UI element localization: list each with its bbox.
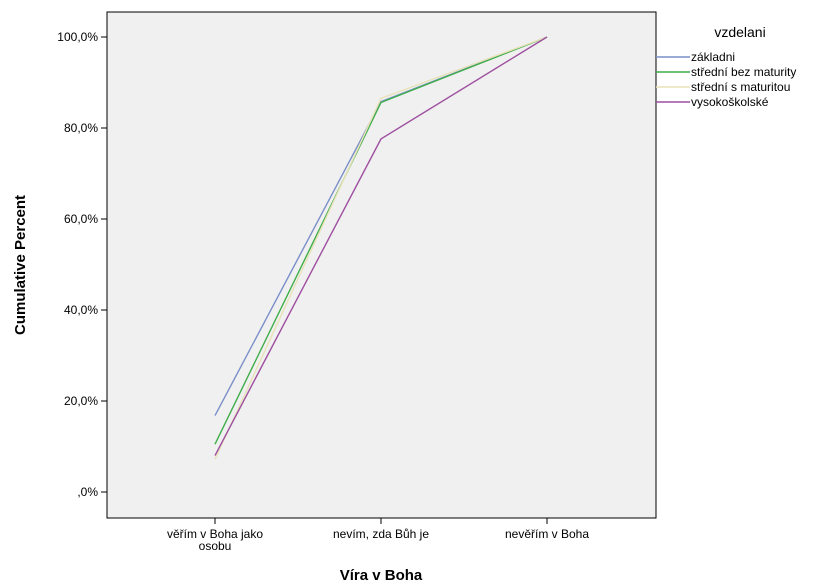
x-tick-label-line: věřím v Boha jako <box>167 527 263 541</box>
legend-label: střední s maturitou <box>691 80 790 94</box>
y-tick-label: ,0% <box>77 485 98 499</box>
x-tick-label: nevěřím v Boha <box>505 527 589 541</box>
legend-label: základni <box>691 50 735 64</box>
x-tick-label-line: nevěřím v Boha <box>505 527 589 541</box>
y-axis-title: Cumulative Percent <box>12 195 29 335</box>
series-line <box>214 36 548 460</box>
x-tick-label-line: osobu <box>199 539 232 553</box>
x-tick-label-line: nevím, zda Bůh je <box>333 527 429 541</box>
x-axis-title: Víra v Boha <box>340 567 423 584</box>
y-tick-label: 80,0% <box>64 121 98 135</box>
legend-title: vzdelani <box>714 24 765 40</box>
x-axis: věřím v Boha jako osobu nevím, zda Bůh je n… <box>167 518 589 553</box>
x-tick-label: nevím, zda Bůh je <box>333 527 429 541</box>
legend-label: střední bez maturity <box>691 65 796 79</box>
series-line <box>214 36 548 456</box>
y-tick-label: 20,0% <box>64 394 98 408</box>
y-tick-label: 100,0% <box>57 30 98 44</box>
x-tick-label: věřím v Boha jako osobu <box>167 527 263 553</box>
y-tick-label: 40,0% <box>64 303 98 317</box>
legend-label: vysokoškolské <box>691 95 769 109</box>
series-lines <box>214 36 548 460</box>
plot-area <box>106 11 657 519</box>
series-line <box>214 36 548 445</box>
y-axis: ,0% 20,0% 40,0% 60,0% 80,0% 100,0% <box>57 30 107 499</box>
y-tick-label: 60,0% <box>64 212 98 226</box>
